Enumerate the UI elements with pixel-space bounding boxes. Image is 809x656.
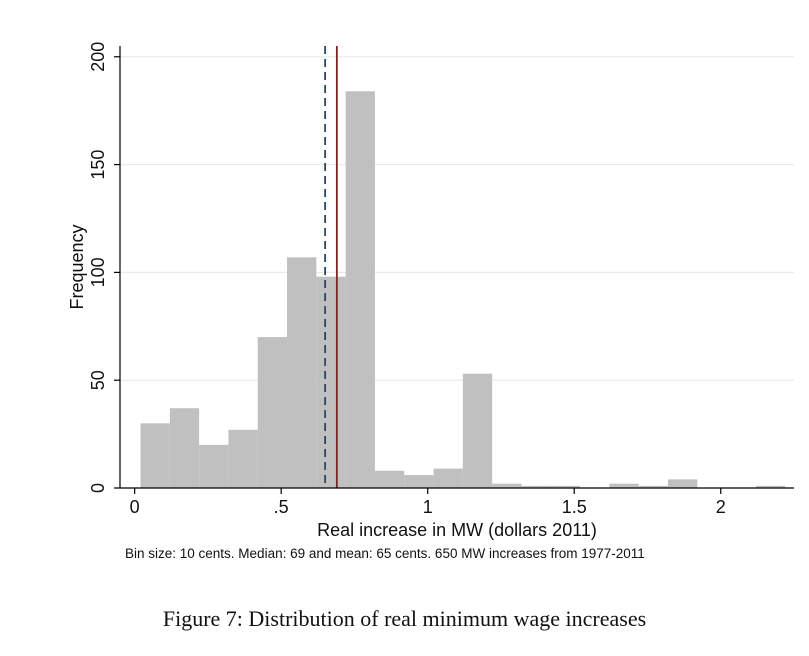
histogram-bar-7 xyxy=(345,91,375,488)
histogram-bar-17 xyxy=(638,485,668,488)
y-tick-label-3: 150 xyxy=(88,150,108,180)
histogram-bar-16 xyxy=(609,483,639,488)
histogram-bar-9 xyxy=(404,475,434,488)
histogram-bar-1 xyxy=(169,408,200,488)
figure-caption: Figure 7: Distribution of real minimum w… xyxy=(162,606,647,631)
x-tick-label-4: 2 xyxy=(716,497,726,517)
histogram-bar-11 xyxy=(462,373,493,488)
y-tick-label-1: 50 xyxy=(88,370,108,390)
axes xyxy=(119,46,794,489)
chart-note: Bin size: 10 cents. Median: 69 and mean:… xyxy=(125,546,645,561)
x-tick-label-2: 1 xyxy=(423,497,433,517)
histogram-bar-13 xyxy=(521,485,551,488)
histogram-bar-3 xyxy=(228,429,258,488)
histogram-chart: 0 .5 1 1.5 2 0 50 100 150 200 Real increase in MW… xyxy=(67,42,794,540)
histogram-bar-0 xyxy=(140,423,170,488)
ticks: 0 .5 1 1.5 2 0 50 100 150 200 xyxy=(88,42,726,517)
x-tick-label-3: 1.5 xyxy=(562,497,587,517)
histogram-bar-12 xyxy=(492,483,522,488)
histogram-bar-14 xyxy=(550,485,581,488)
x-axis-title: Real increase in MW (dollars 2011) xyxy=(317,520,597,540)
y-tick-label-2: 100 xyxy=(88,257,108,287)
histogram-bars xyxy=(140,91,786,488)
histogram-bar-4 xyxy=(257,337,288,488)
histogram-bar-10 xyxy=(433,468,463,488)
y-axis-title: Frequency xyxy=(67,224,87,309)
reference-lines xyxy=(324,46,338,488)
histogram-bar-6 xyxy=(316,276,346,488)
histogram-bar-18 xyxy=(667,479,698,488)
x-tick-label-0: 0 xyxy=(130,497,140,517)
histogram-bar-2 xyxy=(199,444,229,488)
y-tick-label-0: 0 xyxy=(88,483,108,493)
histogram-bar-21 xyxy=(755,485,786,488)
histogram-bar-5 xyxy=(287,257,317,488)
grid-lines xyxy=(120,56,794,381)
y-tick-label-4: 200 xyxy=(88,42,108,72)
histogram-bar-8 xyxy=(374,470,405,488)
x-tick-label-1: .5 xyxy=(274,497,289,517)
